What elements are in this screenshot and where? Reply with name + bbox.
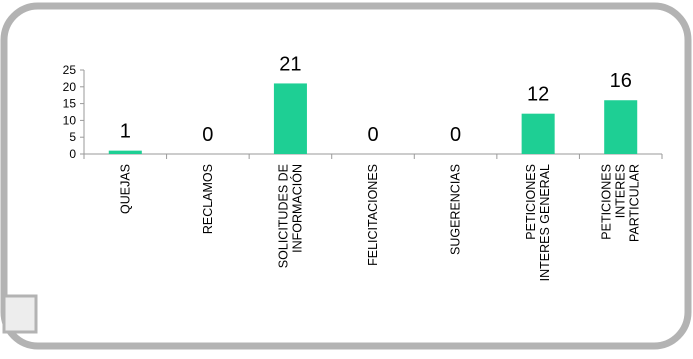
category-label: PETICIONES	[600, 164, 614, 240]
data-label: 0	[450, 124, 461, 146]
data-label: 21	[279, 53, 301, 75]
category-labels: QUEJAS RECLAMOS SOLICITUDES DE INFORMACIÓN F…	[118, 164, 641, 281]
data-label: 12	[527, 84, 549, 106]
bar	[108, 150, 142, 154]
data-label: 16	[610, 70, 632, 92]
category-label: SUGERENCIAS	[449, 164, 463, 255]
bar	[521, 113, 555, 154]
category-label: QUEJAS	[118, 164, 132, 214]
category-label: INFORMACIÓN	[289, 164, 304, 253]
data-label: 1	[120, 121, 131, 143]
category-label: RECLAMOS	[201, 164, 215, 234]
category-label: SOLICITUDES DE	[276, 164, 290, 268]
category-label: PARTICULAR	[628, 164, 642, 242]
y-tick-label: 15	[63, 97, 77, 111]
y-tick-label: 5	[69, 130, 76, 144]
bar	[604, 100, 638, 154]
category-label: FELICITACIONES	[366, 164, 380, 266]
bars	[108, 83, 638, 154]
category-label: INTERES	[614, 164, 628, 218]
data-labels: 1 0 21 0 0 12 16	[120, 53, 632, 146]
y-tick-label: 10	[63, 113, 77, 127]
y-tick-label: 0	[69, 147, 76, 161]
data-label: 0	[367, 124, 378, 146]
x-ticks	[83, 154, 663, 159]
y-tick-label: 20	[63, 80, 77, 94]
y-tick-label: 25	[63, 63, 77, 77]
panel-frame	[0, 2, 692, 350]
panel-tab	[2, 294, 38, 334]
data-label: 0	[202, 124, 213, 146]
category-label: INTERES GENERAL	[538, 164, 552, 281]
y-ticks: 0 5 10 15 20 25	[63, 63, 84, 161]
category-label: PETICIONES	[524, 164, 538, 240]
bar	[273, 83, 307, 154]
